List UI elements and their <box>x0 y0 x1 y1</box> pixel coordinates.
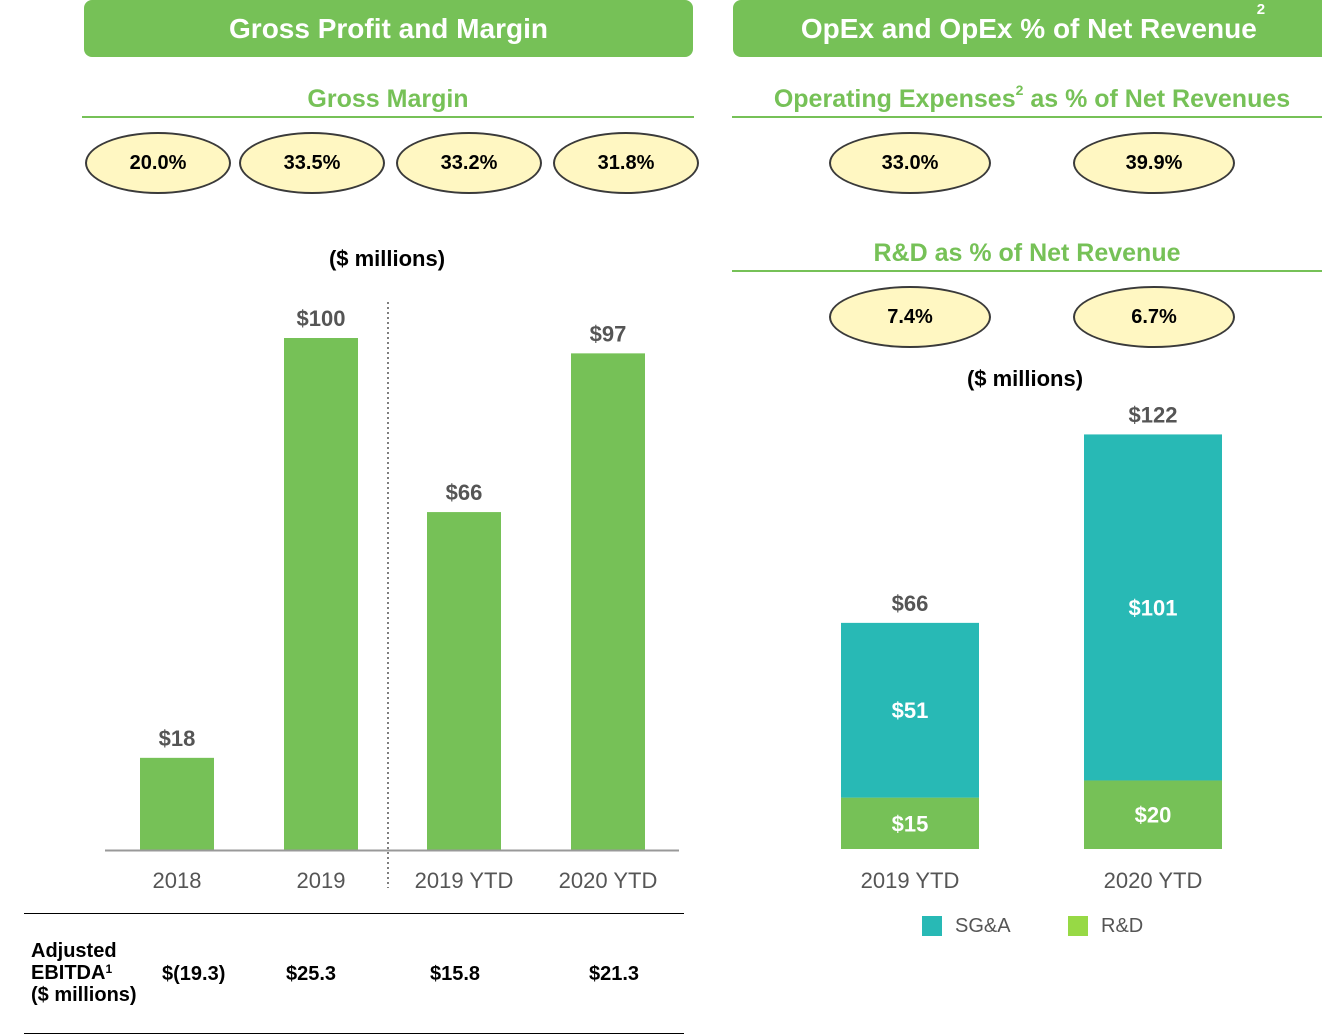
rd-pct-2019-ytd: 7.4% <box>829 286 991 348</box>
legend-rd-label: R&D <box>1101 915 1144 937</box>
ebitda-2020-ytd: $21.3 <box>589 963 640 985</box>
x-tick-label: 2020 YTD <box>559 868 658 893</box>
opex-pct-2020-ytd: 39.9% <box>1073 132 1235 194</box>
margin-2018: 20.0% <box>85 132 231 194</box>
data-label: $18 <box>159 726 196 751</box>
segment-label: $51 <box>892 698 929 723</box>
legend-sgna-label: SG&A <box>955 915 1011 937</box>
segment-label: $20 <box>1135 803 1172 828</box>
bar-segment-rd <box>1084 780 1222 849</box>
opex-header: OpEx and OpEx % of Net Revenue2 <box>733 0 1322 57</box>
segment-label: $15 <box>892 811 929 836</box>
table-top-rule <box>24 913 684 914</box>
ebitda-2019-ytd: $15.8 <box>430 963 481 985</box>
data-label: $97 <box>590 321 627 346</box>
data-label: $100 <box>297 306 346 331</box>
opex-pct-subheader: Operating Expenses2 as % of Net Revenues <box>732 82 1322 118</box>
bar-2019 <box>284 338 358 850</box>
footnote-2: 2 <box>1256 1 1266 18</box>
left-unit-label: ($ millions) <box>328 246 446 271</box>
bar-2018 <box>140 757 214 850</box>
x-tick-label: 2020 YTD <box>1104 868 1203 893</box>
ebitda-2019: $25.3 <box>286 963 337 985</box>
legend-rd-swatch <box>1068 916 1088 936</box>
rd-pct-2020-ytd: 6.7% <box>1073 286 1235 348</box>
legend-sgna-swatch <box>922 916 942 936</box>
gross-profit-title: Gross Profit and Margin <box>229 13 548 44</box>
gross-profit-header: Gross Profit and Margin <box>84 0 693 57</box>
table-bottom-rule <box>24 1033 684 1034</box>
ebitda-label: Adjusted EBITDA1 ($ millions) <box>31 940 137 1006</box>
right-unit-label: ($ millions) <box>966 366 1084 391</box>
bar-segment-rd <box>841 797 979 849</box>
margin-2019-ytd: 33.2% <box>396 132 542 194</box>
bar-segment-sga <box>1084 434 1222 781</box>
opex-title: OpEx and OpEx % of Net Revenue <box>800 13 1257 44</box>
opex-pct-2019-ytd: 33.0% <box>829 132 991 194</box>
x-tick-label: 2019 YTD <box>415 868 514 893</box>
bar-segment-sga <box>841 622 979 798</box>
x-tick-label: 2018 <box>153 868 202 893</box>
ebitda-2018: $(19.3) <box>162 963 226 985</box>
bar-2020-ytd <box>571 353 645 850</box>
x-tick-label: 2019 <box>297 868 346 893</box>
rd-pct-subheader: R&D as % of Net Revenue <box>732 236 1322 272</box>
data-label: $66 <box>446 480 483 505</box>
margin-2020-ytd: 31.8% <box>553 132 699 194</box>
gross-margin-subheader: Gross Margin <box>82 82 694 118</box>
total-label: $66 <box>892 591 929 616</box>
bar-2019-ytd <box>427 512 501 850</box>
segment-label: $101 <box>1129 595 1178 620</box>
margin-2019: 33.5% <box>239 132 385 194</box>
x-tick-label: 2019 YTD <box>861 868 960 893</box>
total-label: $122 <box>1129 402 1178 427</box>
